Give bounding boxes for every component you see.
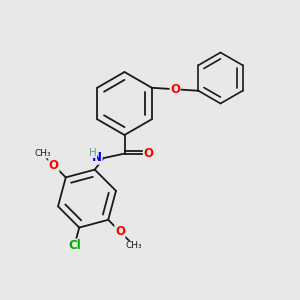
Text: O: O [49,159,59,172]
Text: H: H [89,148,97,158]
Text: Cl: Cl [69,239,81,252]
Text: O: O [170,83,180,96]
Text: N: N [92,151,102,164]
Text: CH₃: CH₃ [35,149,51,158]
Text: O: O [115,225,125,238]
Text: CH₃: CH₃ [126,241,142,250]
Text: O: O [143,147,153,160]
